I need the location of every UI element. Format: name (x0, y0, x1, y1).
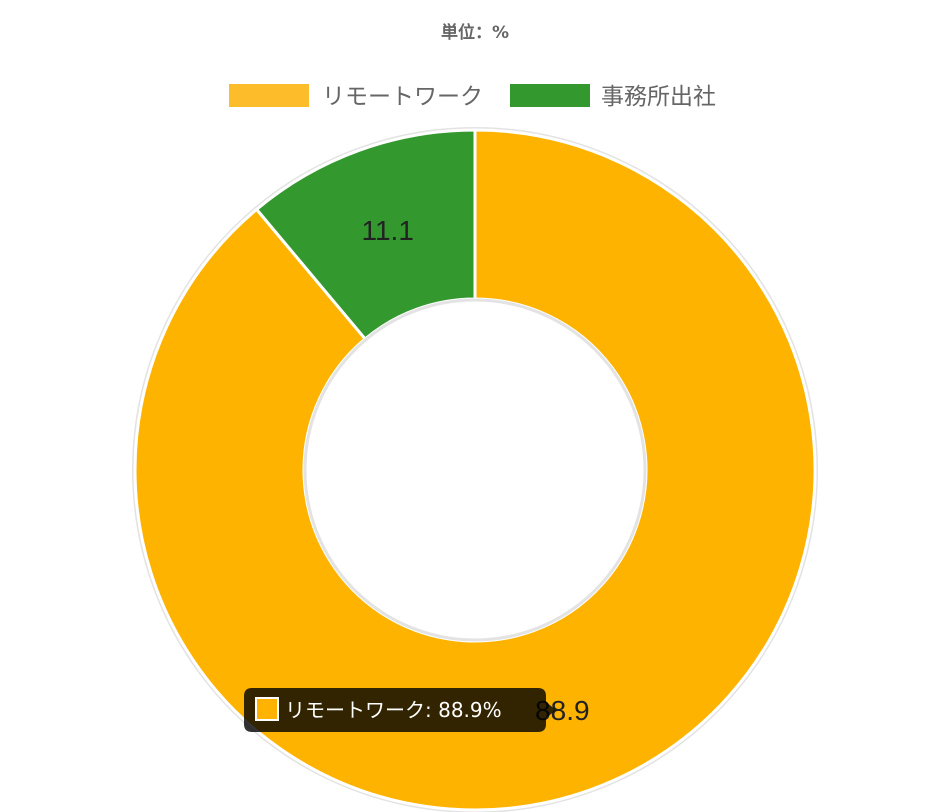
legend-item-remote-work[interactable]: リモートワーク (229, 84, 483, 110)
legend-label-remote-work: リモートワーク (322, 84, 483, 110)
tooltip-box (244, 688, 556, 732)
tooltip-swatch (255, 697, 279, 721)
donut-slices (132, 127, 818, 812)
donut-hole (303, 298, 647, 642)
chart-title: 単位：% (441, 22, 509, 43)
legend-swatch-remote-work (229, 84, 309, 107)
tooltip: リモートワーク: 88.9% (244, 688, 556, 732)
legend-label-office: 事務所出社 (601, 84, 716, 110)
legend-item-office[interactable]: 事務所出社 (510, 84, 716, 110)
legend-swatch-office (510, 84, 590, 107)
data-label-office: 11.1 (361, 215, 413, 246)
tooltip-label: リモートワーク: 88.9% (285, 698, 502, 722)
legend: リモートワーク 事務所出社 (229, 84, 716, 110)
